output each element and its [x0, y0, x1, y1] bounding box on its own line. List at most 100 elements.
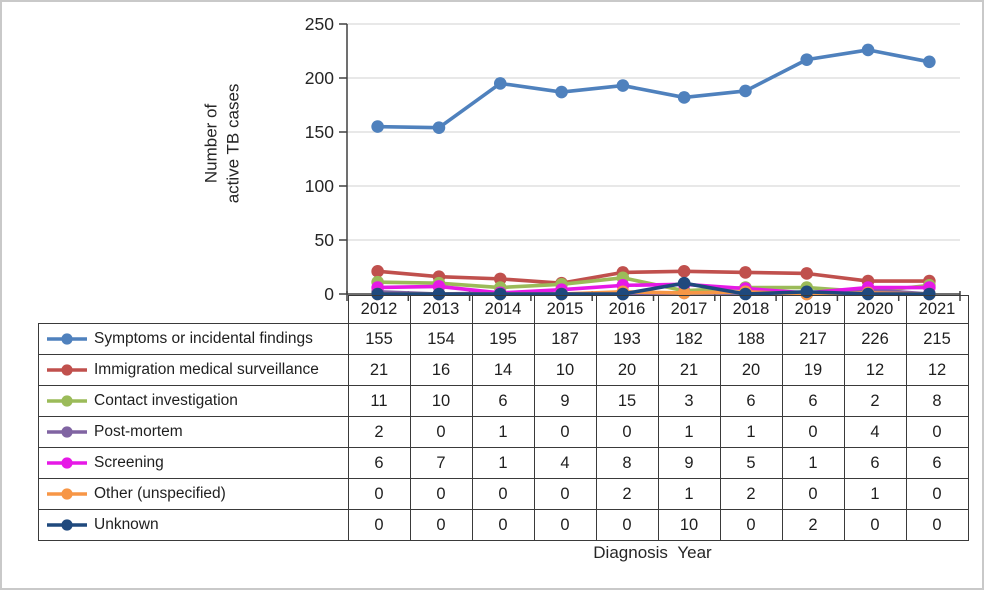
legend-label: Post-mortem [94, 423, 183, 440]
value-cell: 2 [843, 385, 907, 417]
value-cell: 0 [719, 509, 783, 541]
data-point-marker [616, 79, 630, 92]
data-point-marker [677, 91, 691, 104]
value-cell: 0 [471, 509, 535, 541]
value-cell: 8 [905, 385, 969, 417]
value-cell: 19 [781, 354, 845, 386]
legend-label: Unknown [94, 516, 159, 533]
value-cell: 10 [533, 354, 597, 386]
data-point-marker [616, 271, 630, 285]
data-point-marker [861, 281, 875, 294]
value-cell: 14 [471, 354, 535, 386]
value-cell: 217 [781, 323, 845, 355]
data-point-marker [616, 279, 630, 292]
value-cell: 193 [595, 323, 659, 355]
legend-cell: Unknown [38, 509, 349, 541]
data-point-marker [371, 265, 384, 278]
value-cell: 6 [843, 447, 907, 479]
data-point-marker [432, 276, 446, 290]
value-cell: 15 [595, 385, 659, 417]
value-cell: 10 [409, 385, 473, 417]
y-tick-label: 100 [305, 176, 334, 196]
value-cell: 0 [595, 416, 659, 448]
value-cell: 0 [843, 509, 907, 541]
value-cell: 7 [409, 447, 473, 479]
legend-marker-icon [47, 488, 87, 500]
value-cell: 2 [347, 416, 411, 448]
legend-cell: Other (unspecified) [38, 478, 349, 510]
value-cell: 1 [657, 478, 721, 510]
year-cell: 2018 [719, 295, 783, 324]
legend-marker-icon [47, 364, 87, 376]
value-cell: 6 [471, 385, 535, 417]
value-cell: 1 [471, 447, 535, 479]
year-cell: 2013 [409, 295, 473, 324]
data-point-marker [739, 84, 752, 98]
value-cell: 9 [657, 447, 721, 479]
legend-cell: Screening [38, 447, 349, 479]
value-cell: 8 [595, 447, 659, 479]
value-cell: 154 [409, 323, 473, 355]
data-point-marker [861, 274, 875, 288]
value-cell: 195 [471, 323, 535, 355]
series-line [375, 269, 932, 286]
data-point-marker [739, 266, 752, 279]
value-cell: 0 [905, 478, 969, 510]
y-tick-label: 250 [305, 14, 334, 34]
y-tick-label: 200 [305, 68, 334, 88]
year-cell: 2019 [781, 295, 845, 324]
value-cell: 4 [533, 447, 597, 479]
data-point-marker [555, 277, 568, 291]
value-cell: 2 [781, 509, 845, 541]
data-point-marker [677, 265, 691, 278]
legend-label: Immigration medical surveillance [94, 361, 319, 378]
data-point-marker [923, 279, 936, 292]
data-point-marker [739, 281, 752, 294]
value-cell: 6 [781, 385, 845, 417]
data-point-marker [800, 281, 814, 294]
value-cell: 11 [347, 385, 411, 417]
value-cell: 0 [781, 416, 845, 448]
value-cell: 0 [533, 416, 597, 448]
series-line [375, 275, 932, 294]
legend-marker-icon [47, 426, 87, 438]
value-cell: 1 [781, 447, 845, 479]
data-point-marker [432, 270, 446, 284]
value-cell: 12 [905, 354, 969, 386]
value-cell: 0 [347, 478, 411, 510]
year-cell: 2020 [843, 295, 907, 324]
series-line [375, 287, 932, 296]
value-cell: 188 [719, 323, 783, 355]
legend-label: Other (unspecified) [94, 485, 226, 502]
value-cell: 5 [719, 447, 783, 479]
value-cell: 187 [533, 323, 597, 355]
legend-label: Screening [94, 454, 164, 471]
value-cell: 2 [719, 478, 783, 510]
value-cell: 0 [595, 509, 659, 541]
legend-data-table: 2012 2013 2014 2015 2016 2017 2018 2019 2020 2021… [38, 295, 969, 541]
value-cell: 2 [595, 478, 659, 510]
value-cell: 1 [657, 416, 721, 448]
data-point-marker [555, 85, 568, 99]
legend-cell: Symptoms or incidental findings [38, 323, 349, 355]
data-point-marker [371, 120, 384, 133]
value-cell: 226 [843, 323, 907, 355]
value-cell: 1 [719, 416, 783, 448]
value-cell: 4 [843, 416, 907, 448]
value-cell: 215 [905, 323, 969, 355]
data-point-marker [739, 282, 752, 295]
y-axis-label: Number of active TB cases [135, 55, 311, 231]
x-axis-label: Diagnosis Year [593, 543, 712, 562]
table-row: Symptoms or incidental findings 155 154 195… [38, 323, 969, 355]
data-point-marker [677, 277, 691, 291]
legend-cell: Contact investigation [38, 385, 349, 417]
value-cell: 0 [347, 509, 411, 541]
value-cell: 6 [719, 385, 783, 417]
year-cell: 2014 [471, 295, 535, 324]
table-row: Post-mortem 2 0 1 0 0 1 1 0 4 0 [38, 416, 969, 448]
data-point-marker [493, 272, 507, 286]
legend-marker-icon [47, 333, 87, 345]
value-cell: 0 [905, 509, 969, 541]
